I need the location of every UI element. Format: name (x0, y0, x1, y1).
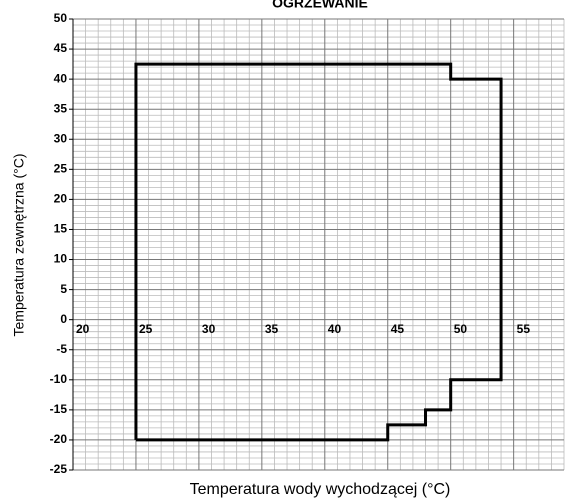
x-tick-label: 25 (139, 322, 153, 336)
y-tick-label: 35 (54, 101, 68, 115)
y-tick-label: -15 (50, 402, 68, 416)
y-tick-label: 30 (54, 131, 68, 145)
y-tick-label: -5 (56, 342, 67, 356)
x-tick-label: 45 (391, 322, 405, 336)
y-tick-label: 25 (54, 162, 68, 176)
y-tick-label: 50 (54, 11, 68, 25)
y-tick-label: 0 (60, 312, 67, 326)
x-tick-label: 35 (265, 322, 279, 336)
y-tick-label: -25 (50, 462, 68, 476)
x-tick-label: 30 (202, 322, 216, 336)
chart-title: OGRZEWANIE (272, 0, 368, 11)
x-tick-label: 55 (517, 322, 531, 336)
x-tick-label: 50 (454, 322, 468, 336)
y-tick-label: 40 (54, 71, 68, 85)
y-axis-label: Temperatura zewnętrzna (°C) (11, 154, 27, 337)
y-tick-label: 20 (54, 192, 68, 206)
x-tick-label: 40 (328, 322, 342, 336)
envelope-line (134, 62, 503, 442)
y-tick-label: 15 (54, 222, 68, 236)
plot-area (73, 19, 564, 470)
x-tick-label: 20 (76, 322, 90, 336)
y-tick-label: -10 (50, 372, 68, 386)
y-tick-label: -20 (50, 432, 68, 446)
x-axis-label: Temperatura wody wychodzącej (°C) (190, 481, 451, 498)
y-tick-label: 45 (54, 41, 68, 55)
y-tick-label: 5 (60, 282, 67, 296)
y-tick-label: 10 (54, 252, 68, 266)
